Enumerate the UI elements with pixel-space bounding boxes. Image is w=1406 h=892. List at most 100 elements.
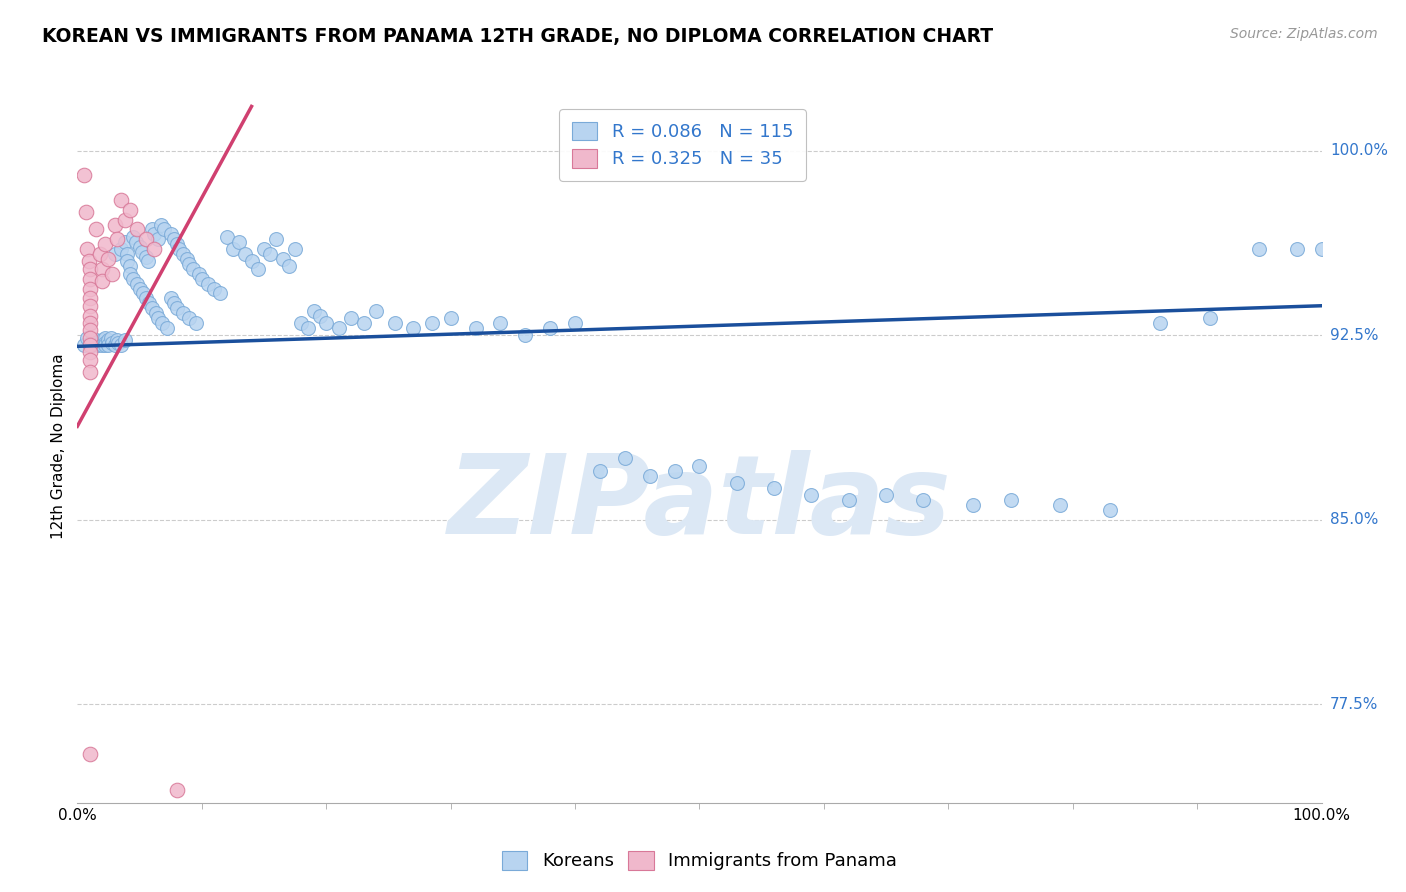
Point [79, 271, 101, 285]
Point [115, 254, 138, 268]
Point [1198, 311, 1220, 326]
Point [148, 311, 170, 326]
Point [564, 316, 586, 330]
Point [149, 218, 172, 232]
Legend: Koreans, Immigrants from Panama: Koreans, Immigrants from Panama [494, 842, 905, 880]
Point [912, 493, 935, 508]
Point [115, 247, 138, 261]
Point [202, 281, 225, 295]
Point [384, 316, 406, 330]
Point [271, 252, 294, 266]
Point [266, 232, 288, 246]
Point [79, 345, 101, 359]
Point [101, 267, 124, 281]
Text: Source: ZipAtlas.com: Source: ZipAtlas.com [1230, 27, 1378, 41]
Point [79, 309, 101, 323]
Point [259, 247, 281, 261]
Point [79, 365, 101, 379]
Point [107, 335, 129, 350]
Point [79, 299, 101, 313]
Point [176, 252, 198, 266]
Point [135, 232, 157, 246]
Point [148, 232, 170, 246]
Point [222, 242, 245, 256]
Point [118, 260, 141, 274]
Point [97, 333, 120, 347]
Point [302, 303, 325, 318]
Point [110, 193, 132, 207]
Point [440, 311, 463, 326]
Point [277, 260, 299, 274]
Point [538, 321, 561, 335]
Point [166, 237, 188, 252]
Point [228, 235, 250, 249]
Point [191, 271, 214, 285]
Point [93, 335, 115, 350]
Point [122, 271, 145, 285]
Point [143, 242, 166, 256]
Point [135, 250, 157, 264]
Point [135, 291, 157, 305]
Point [179, 311, 201, 326]
Point [79, 747, 101, 761]
Point [84, 333, 107, 347]
Point [420, 316, 443, 330]
Point [91, 338, 114, 352]
Point [172, 306, 194, 320]
Point [89, 335, 111, 350]
Point [163, 296, 186, 310]
Point [875, 488, 897, 502]
Point [131, 244, 153, 259]
Point [79, 261, 101, 276]
Point [1099, 503, 1122, 517]
Point [464, 321, 486, 335]
Point [166, 783, 188, 797]
Point [118, 267, 141, 281]
Point [838, 493, 860, 508]
Point [1285, 242, 1308, 256]
Point [82, 338, 104, 352]
Point [91, 261, 114, 276]
Text: ZIPatlas: ZIPatlas [447, 450, 952, 557]
Point [156, 321, 179, 335]
Point [309, 309, 332, 323]
Point [79, 331, 101, 345]
Point [89, 247, 111, 261]
Point [233, 247, 256, 261]
Point [93, 237, 115, 252]
Point [589, 464, 612, 478]
Point [1000, 493, 1022, 508]
Point [315, 316, 337, 330]
Point [143, 227, 166, 242]
Point [725, 475, 748, 490]
Point [800, 488, 823, 502]
Point [79, 335, 101, 350]
Point [91, 274, 114, 288]
Point [328, 321, 350, 335]
Point [79, 338, 101, 352]
Point [79, 281, 101, 295]
Point [290, 316, 312, 330]
Point [125, 235, 148, 249]
Point [763, 481, 786, 495]
Point [159, 227, 181, 242]
Point [166, 301, 188, 316]
Text: 77.5%: 77.5% [1330, 697, 1378, 712]
Point [240, 254, 263, 268]
Point [163, 232, 186, 246]
Point [1249, 242, 1271, 256]
Point [84, 222, 107, 236]
Point [105, 232, 128, 246]
Point [93, 338, 115, 352]
Point [141, 301, 163, 316]
Point [141, 222, 163, 236]
Point [179, 257, 201, 271]
Point [515, 328, 537, 343]
Y-axis label: 12th Grade, No Diploma: 12th Grade, No Diploma [51, 353, 66, 539]
Point [91, 333, 114, 347]
Point [84, 335, 107, 350]
Point [87, 338, 110, 352]
Point [72, 169, 94, 183]
Point [110, 338, 132, 352]
Point [1310, 242, 1333, 256]
